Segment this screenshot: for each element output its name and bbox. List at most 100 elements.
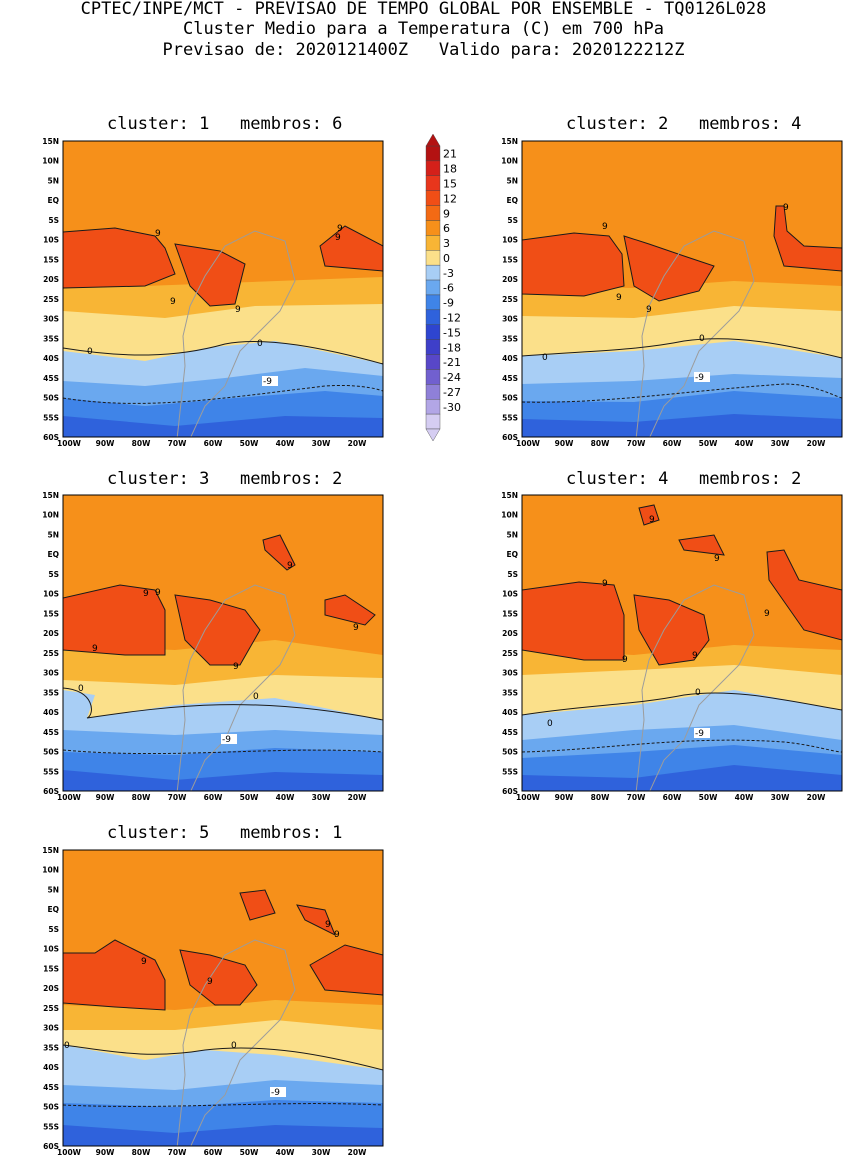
lat-tick-label: 20S [43, 984, 59, 993]
lon-tick-label: 40W [276, 793, 295, 802]
lat-tick-label: 35S [502, 688, 518, 697]
lat-tick-label: 40S [502, 354, 518, 363]
header-title-line1: CPTEC/INPE/MCT - PREVISAO DE TEMPO GLOBA… [80, 0, 767, 19]
lon-tick-label: 80W [591, 439, 610, 448]
warm-contour-label: 9 [92, 644, 98, 654]
lat-tick-label: 15N [42, 846, 59, 855]
warm-contour-label: 9 [783, 203, 789, 213]
lat-tick-label: 15S [502, 609, 518, 618]
lat-tick-label: EQ [48, 196, 60, 205]
warm-contour-label: 9 [207, 977, 213, 987]
lat-tick-label: EQ [507, 550, 519, 559]
lon-tick-label: 30W [312, 793, 331, 802]
warm-contour-label: 9 [646, 305, 652, 315]
lon-axis: 100W 90W 80W 70W 60W 50W 40W 30W 20W [57, 439, 367, 448]
colorbar-swatch [425, 220, 441, 236]
warm-contour-label: 9 [155, 588, 161, 598]
warm-contour-label: 9 [287, 561, 293, 571]
warm-contour-label: 9 [233, 662, 239, 672]
zero-contour-label: 0 [253, 692, 259, 702]
lat-tick-label: 15S [43, 609, 59, 618]
warm-contour-label: 9 [616, 293, 622, 303]
colorbar-level-label: -18 [443, 341, 461, 354]
lon-tick-label: 50W [240, 439, 259, 448]
lat-tick-label: 5N [507, 530, 519, 539]
warm-contour-label: 9 [764, 609, 770, 619]
lon-tick-label: 70W [168, 439, 187, 448]
lat-tick-label: 50S [43, 1103, 59, 1112]
lon-tick-label: 90W [555, 439, 574, 448]
lat-tick-label: EQ [48, 550, 60, 559]
lat-tick-label: 35S [43, 334, 59, 343]
lon-tick-label: 100W [57, 439, 82, 448]
colorbar-swatch [425, 413, 441, 430]
lon-tick-label: 30W [312, 1148, 331, 1157]
colorbar-swatch [425, 235, 441, 251]
colorbar-level-label: 15 [443, 177, 457, 190]
colorbar-swatch [425, 399, 441, 415]
cold-contour-label: -9 [271, 1088, 280, 1098]
lat-tick-label: 15N [501, 137, 518, 146]
lat-tick-label: 50S [502, 748, 518, 757]
lat-tick-label: 15N [42, 491, 59, 500]
colorbar-level-label: 21 [443, 148, 457, 161]
zero-contour-label: 0 [64, 1041, 70, 1051]
lon-tick-label: 60W [204, 793, 223, 802]
lat-tick-label: 20S [502, 629, 518, 638]
lon-tick-label: 90W [96, 793, 115, 802]
lat-tick-label: 5S [48, 925, 59, 934]
lon-tick-label: 50W [240, 793, 259, 802]
warm-contour-label: 9 [649, 515, 655, 525]
lat-tick-label: 20S [502, 275, 518, 284]
colorbar-swatch [425, 175, 441, 191]
colorbar-swatch [425, 205, 441, 221]
lat-tick-label: 45S [43, 728, 59, 737]
lon-tick-label: 90W [96, 439, 115, 448]
map-panel-3: 9 9 9 9 9 9 0 0 -9 15N 10N 5N EQ 5S 10S 15S 20S… [42, 491, 384, 802]
lat-axis: 15N 10N 5N EQ 5S 10S 15S 20S 25S 30S 35S 40S 45S 50S 5… [42, 137, 59, 442]
colorbar-min-arrow [425, 428, 441, 442]
lon-tick-label: 100W [57, 793, 82, 802]
warm-contour-label: 9 [143, 589, 149, 599]
zero-contour-label: 0 [695, 688, 701, 698]
warm-contour-label: 9 [334, 930, 340, 940]
zero-contour-label: 0 [78, 684, 84, 694]
colorbar-level-label: 6 [443, 222, 450, 235]
lat-axis: 15N 10N 5N EQ 5S 10S 15S 20S 25S 30S 35S 40S 45S 50S 5… [42, 846, 59, 1151]
lon-axis: 100W 90W 80W 70W 60W 50W 40W 30W 20W [516, 439, 826, 448]
warm-contour-label: 9 [622, 655, 628, 665]
lat-tick-label: 45S [43, 1083, 59, 1092]
zero-contour-label: 0 [699, 334, 705, 344]
lat-tick-label: 5N [507, 176, 519, 185]
colorbar-swatch [425, 354, 441, 370]
lat-tick-label: 5N [48, 176, 60, 185]
lon-tick-label: 60W [204, 439, 223, 448]
lon-tick-label: 50W [699, 439, 718, 448]
colorbar-level-label: -24 [443, 371, 461, 384]
lon-tick-label: 80W [132, 439, 151, 448]
lat-tick-label: 60S [43, 787, 59, 796]
zero-contour-label: 0 [231, 1041, 237, 1051]
lat-tick-label: 45S [502, 374, 518, 383]
lat-tick-label: 10S [43, 945, 59, 954]
lat-tick-label: 10N [501, 511, 518, 520]
lat-tick-label: 60S [502, 787, 518, 796]
lat-tick-label: 55S [502, 413, 518, 422]
lat-tick-label: 30S [43, 315, 59, 324]
lat-tick-label: 15S [502, 255, 518, 264]
lon-tick-label: 80W [132, 793, 151, 802]
map-panel-5: 9 9 9 9 0 0 -9 15N 10N 5N EQ 5S 10S 15S 20S 25S 3… [42, 846, 384, 1157]
map-panel-1: 9 9 9 9 9 0 0 -9 15N 10N 5N EQ 5S 10S 15S 20S 25… [42, 137, 384, 448]
lat-tick-label: 5N [48, 885, 60, 894]
lon-tick-label: 70W [627, 793, 646, 802]
colorbar-level-label: -21 [443, 356, 461, 369]
lat-tick-label: 40S [43, 708, 59, 717]
lat-tick-label: 55S [43, 1122, 59, 1131]
lon-tick-label: 90W [96, 1148, 115, 1157]
warm-contour-label: 9 [353, 623, 359, 633]
lon-tick-label: 30W [312, 439, 331, 448]
lat-axis: 15N 10N 5N EQ 5S 10S 15S 20S 25S 30S 35S 40S 45S 50S 5… [501, 137, 518, 442]
lon-tick-label: 50W [699, 793, 718, 802]
lat-tick-label: 40S [43, 354, 59, 363]
lat-tick-label: 25S [502, 649, 518, 658]
